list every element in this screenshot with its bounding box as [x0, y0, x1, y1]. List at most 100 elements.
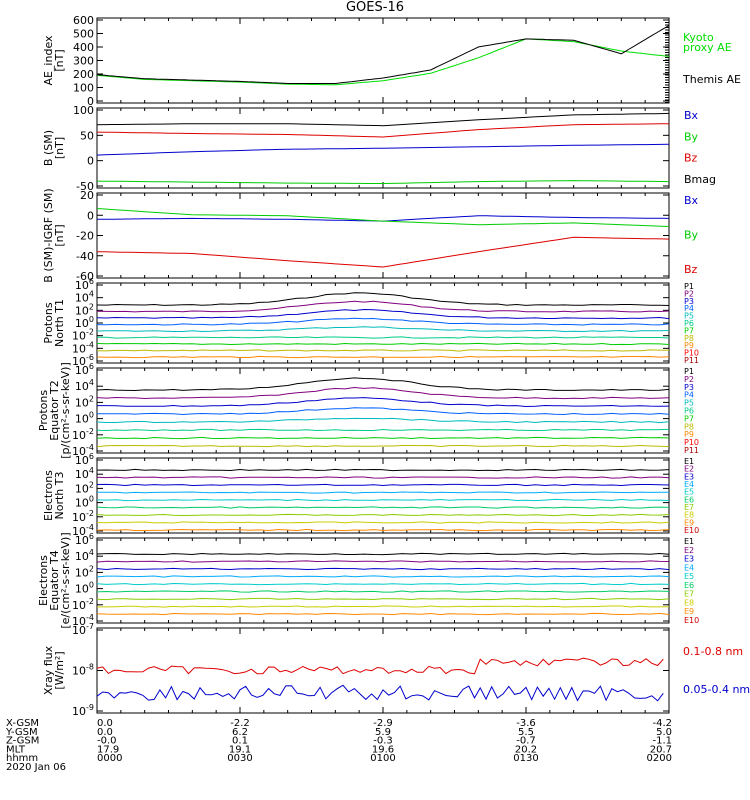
legend-pn: P9 — [684, 341, 694, 350]
legend-ee: E1 — [684, 537, 694, 546]
legend-ee: E9 — [684, 607, 694, 616]
flux-channel-4 — [96, 317, 670, 326]
x-row-label: MLT — [6, 744, 26, 755]
legend-en: E7 — [684, 503, 694, 512]
series-line-bx — [96, 143, 670, 156]
legend-bsm: By — [684, 130, 699, 143]
x-axis-value: -0.7 — [516, 736, 536, 747]
y-tick-label-bsm: 0 — [87, 155, 94, 168]
flux-channel-9 — [96, 355, 670, 359]
legend-ee: E10 — [684, 616, 699, 625]
panel-frame-ee — [96, 537, 670, 624]
legend-ee: E5 — [684, 572, 694, 581]
legend-pe: P10 — [684, 438, 699, 447]
x-axis-value: 0130 — [513, 753, 538, 764]
flux-channel-2 — [96, 300, 670, 313]
x-axis-value: 5.5 — [518, 727, 534, 738]
y-tick-label-pn: 10-2 — [72, 328, 94, 343]
y-axis-label-en: Electrons — [42, 470, 55, 521]
legend-xray: 0.05-0.4 nm — [683, 683, 750, 696]
y-axis-label-ee: [e/(cm²-s-sr-keV)] — [59, 532, 72, 628]
y-axis-label-ee: Electrons — [37, 555, 50, 606]
panel-frame-bigrf — [96, 192, 670, 279]
y-axis-label-ae: AE_index — [42, 35, 55, 86]
legend-pe: P7 — [684, 414, 694, 423]
y-tick-label-bsm: 50 — [80, 129, 94, 142]
y-axis-label-en: North T3 — [53, 472, 66, 520]
legend-ee: E2 — [684, 546, 694, 555]
legend-bsm: Bx — [684, 109, 699, 122]
y-tick-label-pe: 102 — [75, 394, 94, 409]
y-axis-label-ee: Equator T4 — [48, 550, 61, 610]
legend-pn: P3 — [684, 297, 694, 306]
y-tick-label-en: 102 — [75, 480, 94, 495]
legend-pn: P1 — [684, 282, 694, 291]
x-axis-value: 5.9 — [375, 727, 391, 738]
legend-bsm: Bz — [684, 152, 698, 165]
x-axis-value: 19.6 — [372, 744, 394, 755]
y-axis-label-bsm: B (SM) — [42, 130, 55, 166]
legend-pe: P3 — [684, 383, 694, 392]
x-axis-value: -4.2 — [652, 718, 672, 729]
legend-pn: P4 — [684, 304, 694, 313]
x-row-label: X-GSM — [6, 718, 39, 729]
flux-channel-7 — [96, 342, 670, 346]
flux-channel-1 — [96, 292, 670, 306]
x-axis-value: -3.6 — [516, 718, 536, 729]
flux-channel-6 — [96, 590, 670, 593]
legend-bigrf: Bx — [684, 194, 699, 207]
flux-channel-5 — [96, 417, 670, 424]
x-axis-value: 17.9 — [97, 744, 119, 755]
x-axis-value: -1.1 — [652, 736, 672, 747]
legend-en: E2 — [684, 465, 694, 474]
legend-ee: E7 — [684, 590, 694, 599]
y-tick-label-xray: 10-8 — [72, 663, 94, 678]
flux-channel-3 — [96, 483, 670, 487]
y-tick-label-ae: 500 — [73, 28, 94, 41]
flux-channel-2 — [96, 476, 670, 479]
flux-channel-8 — [97, 605, 670, 608]
x-axis-value: 0.1 — [232, 736, 248, 747]
legend-ee: E8 — [684, 598, 694, 607]
flux-channel-2 — [96, 386, 670, 400]
y-tick-label-pn: 102 — [75, 302, 94, 317]
flux-channel-4 — [96, 575, 670, 578]
flux-channel-3 — [97, 397, 670, 408]
x-axis-value: 19.1 — [229, 744, 251, 755]
legend-pn: P2 — [684, 289, 694, 298]
flux-channel-6 — [96, 506, 670, 509]
legend-en: E8 — [684, 511, 694, 520]
y-tick-label-pn: 106 — [75, 277, 94, 292]
flux-channel-1 — [96, 468, 670, 472]
y-tick-label-ee: 10-2 — [72, 597, 94, 612]
flux-channel-5 — [96, 326, 670, 333]
y-tick-label-ee: 100 — [75, 581, 94, 596]
flux-channel-6 — [97, 336, 670, 339]
x-row-label: 2020 Jan 06 — [6, 762, 66, 773]
y-axis-label-pn: Protons — [42, 302, 55, 343]
y-axis-label-pe: [p/(cm²-s-sr-keV)] — [59, 362, 72, 459]
legend-ee: E6 — [684, 581, 694, 590]
y-tick-label-pe: 10-2 — [72, 427, 94, 442]
panel-frame-xray — [96, 627, 670, 714]
x-axis-value: 0200 — [647, 753, 672, 764]
x-row-label: hhmm — [6, 753, 38, 764]
y-tick-label-pe: 106 — [75, 362, 94, 377]
legend-en: E6 — [684, 495, 694, 504]
legend-bsm: Bmag — [684, 173, 716, 186]
y-axis-label-pn: North T1 — [53, 299, 66, 347]
x-axis-value: 0.0 — [97, 718, 113, 729]
flux-channel-9 — [96, 528, 670, 532]
y-tick-label-bsm: 100 — [73, 104, 94, 117]
y-tick-label-bigrf: -20 — [76, 230, 94, 243]
flux-channel-9 — [96, 612, 670, 616]
y-tick-label-ae: 200 — [73, 68, 94, 81]
flux-channel-4 — [97, 407, 670, 416]
x-axis-value: -0.0 — [97, 736, 117, 747]
x-axis-value: 0000 — [97, 753, 122, 764]
y-tick-label-bsm: -50 — [76, 180, 94, 193]
y-tick-label-ee: 104 — [75, 548, 94, 563]
x-axis-value: -0.3 — [373, 736, 393, 747]
